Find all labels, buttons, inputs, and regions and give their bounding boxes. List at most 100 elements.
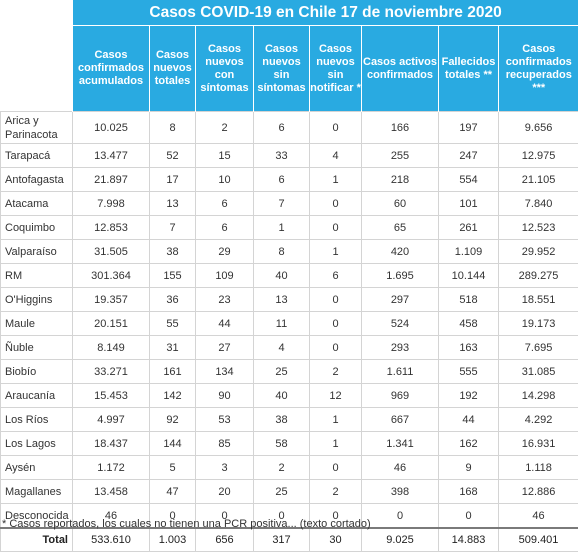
value-cell: 0 bbox=[310, 456, 362, 480]
corner-cell bbox=[1, 26, 73, 112]
value-cell: 9.656 bbox=[499, 112, 578, 144]
value-cell: 23 bbox=[196, 288, 254, 312]
value-cell: 9 bbox=[439, 456, 499, 480]
value-cell: 31.085 bbox=[499, 360, 578, 384]
value-cell: 47 bbox=[150, 480, 196, 504]
total-cell: 317 bbox=[254, 528, 310, 552]
region-name: Tarapacá bbox=[1, 144, 73, 168]
value-cell: 29 bbox=[196, 240, 254, 264]
value-cell: 458 bbox=[439, 312, 499, 336]
value-cell: 6 bbox=[310, 264, 362, 288]
value-cell: 44 bbox=[196, 312, 254, 336]
value-cell: 29.952 bbox=[499, 240, 578, 264]
value-cell: 92 bbox=[150, 408, 196, 432]
value-cell: 1 bbox=[310, 408, 362, 432]
total-cell: 656 bbox=[196, 528, 254, 552]
value-cell: 13.458 bbox=[73, 480, 150, 504]
value-cell: 101 bbox=[439, 192, 499, 216]
value-cell: 6 bbox=[254, 112, 310, 144]
value-cell: 301.364 bbox=[73, 264, 150, 288]
value-cell: 1 bbox=[254, 216, 310, 240]
value-cell: 53 bbox=[196, 408, 254, 432]
region-name: Atacama bbox=[1, 192, 73, 216]
value-cell: 13 bbox=[254, 288, 310, 312]
region-name: O'Higgins bbox=[1, 288, 73, 312]
value-cell: 155 bbox=[150, 264, 196, 288]
value-cell: 554 bbox=[439, 168, 499, 192]
column-header: Fallecidos totales ** bbox=[439, 26, 499, 112]
value-cell: 7 bbox=[254, 192, 310, 216]
value-cell: 293 bbox=[362, 336, 439, 360]
value-cell: 19.357 bbox=[73, 288, 150, 312]
value-cell: 40 bbox=[254, 264, 310, 288]
value-cell: 524 bbox=[362, 312, 439, 336]
value-cell: 3 bbox=[196, 456, 254, 480]
value-cell: 166 bbox=[362, 112, 439, 144]
value-cell: 0 bbox=[310, 312, 362, 336]
value-cell: 18.437 bbox=[73, 432, 150, 456]
value-cell: 144 bbox=[150, 432, 196, 456]
region-name: Aysén bbox=[1, 456, 73, 480]
region-name: Araucanía bbox=[1, 384, 73, 408]
total-cell: 509.401 bbox=[499, 528, 578, 552]
value-cell: 1 bbox=[310, 240, 362, 264]
value-cell: 20.151 bbox=[73, 312, 150, 336]
region-name: Valparaíso bbox=[1, 240, 73, 264]
value-cell: 8.149 bbox=[73, 336, 150, 360]
column-header: Casos nuevos totales bbox=[150, 26, 196, 112]
value-cell: 52 bbox=[150, 144, 196, 168]
value-cell: 1.118 bbox=[499, 456, 578, 480]
column-header: Casos nuevos sin notificar * bbox=[310, 26, 362, 112]
value-cell: 25 bbox=[254, 480, 310, 504]
value-cell: 1.109 bbox=[439, 240, 499, 264]
value-cell: 161 bbox=[150, 360, 196, 384]
value-cell: 18.551 bbox=[499, 288, 578, 312]
region-name: Coquimbo bbox=[1, 216, 73, 240]
value-cell: 25 bbox=[254, 360, 310, 384]
value-cell: 27 bbox=[196, 336, 254, 360]
covid-table-page: Casos COVID-19 en Chile 17 de noviembre … bbox=[0, 0, 578, 526]
region-name: Los Ríos bbox=[1, 408, 73, 432]
column-header: Casos nuevos sin síntomas bbox=[254, 26, 310, 112]
total-label: Total bbox=[1, 528, 73, 552]
region-name: RM bbox=[1, 264, 73, 288]
value-cell: 11 bbox=[254, 312, 310, 336]
value-cell: 518 bbox=[439, 288, 499, 312]
value-cell: 60 bbox=[362, 192, 439, 216]
value-cell: 1 bbox=[310, 168, 362, 192]
value-cell: 0 bbox=[310, 288, 362, 312]
footnote: * Casos reportados, los cuales no tienen… bbox=[2, 518, 371, 530]
region-name: Arica y Parinacota bbox=[1, 112, 73, 144]
value-cell: 36 bbox=[150, 288, 196, 312]
value-cell: 31 bbox=[150, 336, 196, 360]
total-cell: 533.610 bbox=[73, 528, 150, 552]
value-cell: 12 bbox=[310, 384, 362, 408]
value-cell: 15 bbox=[196, 144, 254, 168]
column-header: Casos confirmados acumulados bbox=[73, 26, 150, 112]
value-cell: 65 bbox=[362, 216, 439, 240]
value-cell: 420 bbox=[362, 240, 439, 264]
value-cell: 0 bbox=[439, 504, 499, 529]
value-cell: 21.105 bbox=[499, 168, 578, 192]
total-cell: 30 bbox=[310, 528, 362, 552]
value-cell: 4.292 bbox=[499, 408, 578, 432]
value-cell: 5 bbox=[150, 456, 196, 480]
value-cell: 17 bbox=[150, 168, 196, 192]
value-cell: 247 bbox=[439, 144, 499, 168]
value-cell: 7.998 bbox=[73, 192, 150, 216]
value-cell: 192 bbox=[439, 384, 499, 408]
value-cell: 4.997 bbox=[73, 408, 150, 432]
total-row: Total 533.610 1.003 656 317 30 9.025 14.… bbox=[1, 528, 578, 552]
total-cell: 14.883 bbox=[439, 528, 499, 552]
value-cell: 261 bbox=[439, 216, 499, 240]
